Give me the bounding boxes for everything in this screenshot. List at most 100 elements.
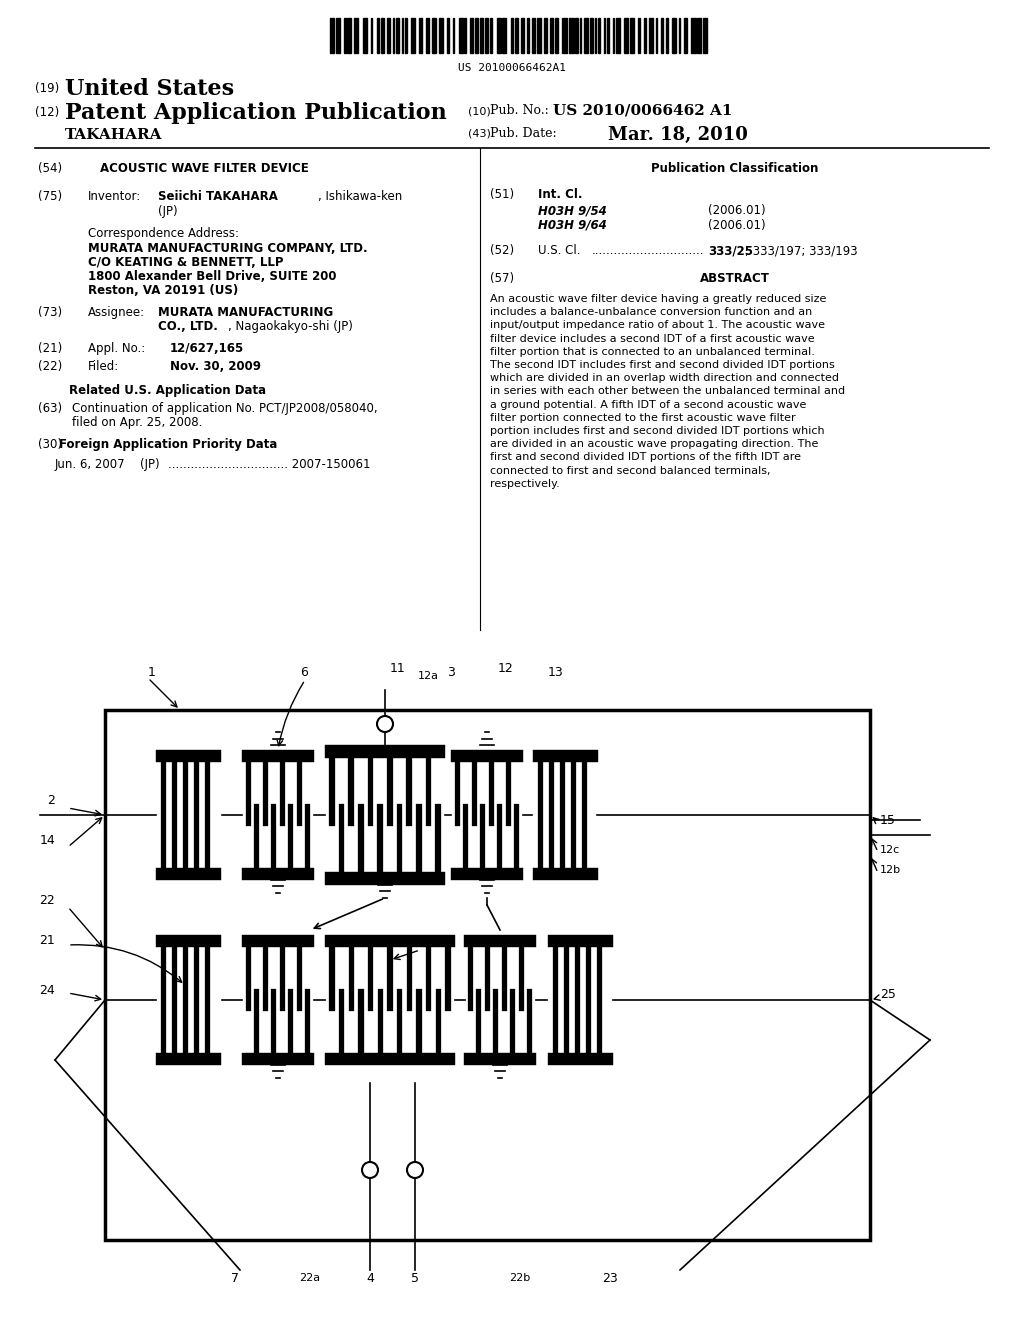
Bar [362, 18, 367, 53]
Bar [494, 990, 499, 1053]
Text: 11: 11 [390, 661, 406, 675]
Text: An acoustic wave filter device having a greatly reduced size: An acoustic wave filter device having a … [490, 294, 826, 304]
Text: respectively.: respectively. [490, 479, 560, 488]
Bar [598, 18, 599, 53]
Bar [325, 935, 455, 946]
Bar [330, 18, 334, 53]
Text: Int. Cl.: Int. Cl. [538, 187, 583, 201]
Bar [329, 758, 335, 826]
Text: ACOUSTIC WAVE FILTER DEVICE: ACOUSTIC WAVE FILTER DEVICE [100, 162, 309, 176]
Bar [644, 18, 646, 53]
Text: are divided in an acoustic wave propagating direction. The: are divided in an acoustic wave propagat… [490, 440, 818, 449]
Bar [435, 804, 441, 873]
Bar [419, 18, 422, 53]
Bar [455, 762, 460, 826]
Bar [162, 762, 166, 869]
Bar [607, 18, 608, 53]
Text: Continuation of application No. PCT/JP2008/058040,: Continuation of application No. PCT/JP20… [72, 403, 378, 414]
Bar [498, 804, 503, 869]
Bar [480, 804, 485, 869]
Bar [371, 18, 373, 53]
Text: a ground potential. A fifth IDT of a second acoustic wave: a ground potential. A fifth IDT of a sec… [490, 400, 806, 409]
Text: filter portion connected to the first acoustic wave filter: filter portion connected to the first ac… [490, 413, 796, 422]
Text: 23: 23 [602, 1271, 617, 1284]
Bar [691, 18, 695, 53]
Bar [280, 946, 285, 1011]
Bar [358, 804, 364, 873]
Bar [263, 762, 267, 826]
Bar [564, 946, 569, 1053]
Bar [480, 18, 483, 53]
Text: 25: 25 [880, 989, 896, 1002]
Text: U.S. Cl.: U.S. Cl. [538, 244, 581, 257]
Text: includes a balance-unbalance conversion function and an: includes a balance-unbalance conversion … [490, 308, 812, 317]
Bar [550, 18, 553, 53]
Text: MURATA MANUFACTURING: MURATA MANUFACTURING [158, 306, 333, 319]
Bar [562, 18, 566, 53]
Text: ..............................: .............................. [592, 244, 705, 257]
Text: TAKAHARA: TAKAHARA [65, 128, 163, 143]
Bar [549, 762, 554, 869]
Bar [354, 18, 358, 53]
Bar [586, 946, 591, 1053]
Bar [358, 990, 364, 1053]
Text: Appl. No.:: Appl. No.: [88, 342, 145, 355]
Text: Inventor:: Inventor: [88, 190, 141, 203]
Text: US 2010/0066462 A1: US 2010/0066462 A1 [553, 103, 732, 117]
Text: , Nagaokakyo-shi (JP): , Nagaokakyo-shi (JP) [228, 319, 353, 333]
Bar [336, 18, 340, 53]
Text: CO., LTD.: CO., LTD. [158, 319, 218, 333]
Bar [582, 762, 587, 869]
Bar [406, 18, 407, 53]
Text: ABSTRACT: ABSTRACT [700, 272, 770, 285]
Bar [329, 946, 335, 1011]
Bar [348, 758, 354, 826]
Bar [560, 762, 565, 869]
Bar [205, 762, 210, 869]
Bar [548, 935, 612, 946]
Bar [407, 946, 412, 1011]
Bar [569, 18, 573, 53]
Bar [625, 18, 629, 53]
Bar [597, 946, 602, 1053]
Text: US 20100066462A1: US 20100066462A1 [458, 63, 566, 73]
Bar [489, 18, 493, 53]
Bar [183, 946, 188, 1053]
Bar [183, 762, 188, 869]
Bar [156, 1053, 220, 1065]
Text: (73): (73) [38, 306, 62, 319]
Bar [666, 18, 668, 53]
Bar [464, 18, 466, 53]
Bar [476, 990, 481, 1053]
Text: 3: 3 [447, 665, 455, 678]
Text: 12b: 12b [880, 865, 901, 875]
Bar [464, 935, 536, 946]
Bar [156, 935, 220, 946]
Text: 12/627,165: 12/627,165 [170, 342, 245, 355]
Text: 333/25: 333/25 [708, 244, 753, 257]
Bar [548, 1053, 612, 1065]
Text: Pub. Date:: Pub. Date: [490, 127, 557, 140]
Bar [580, 18, 582, 53]
Bar [368, 946, 374, 1011]
Text: 21: 21 [39, 933, 55, 946]
Bar [571, 762, 575, 869]
Text: C/O KEATING & BENNETT, LLP: C/O KEATING & BENNETT, LLP [88, 256, 284, 269]
Bar [426, 946, 431, 1011]
Text: 22a: 22a [299, 1272, 321, 1283]
Bar [655, 18, 657, 53]
Bar [451, 750, 523, 762]
Text: ................................ 2007-150061: ................................ 2007-15… [168, 458, 371, 471]
Bar [297, 946, 302, 1011]
Bar [435, 990, 441, 1053]
Bar [417, 990, 422, 1053]
Bar [401, 18, 403, 53]
Text: 22c: 22c [420, 939, 440, 949]
Bar [511, 18, 513, 53]
Bar [378, 990, 383, 1053]
Text: Filed:: Filed: [88, 360, 119, 374]
Bar [297, 762, 302, 826]
Text: (10): (10) [468, 106, 490, 116]
Bar [205, 946, 210, 1053]
Bar [451, 869, 523, 880]
